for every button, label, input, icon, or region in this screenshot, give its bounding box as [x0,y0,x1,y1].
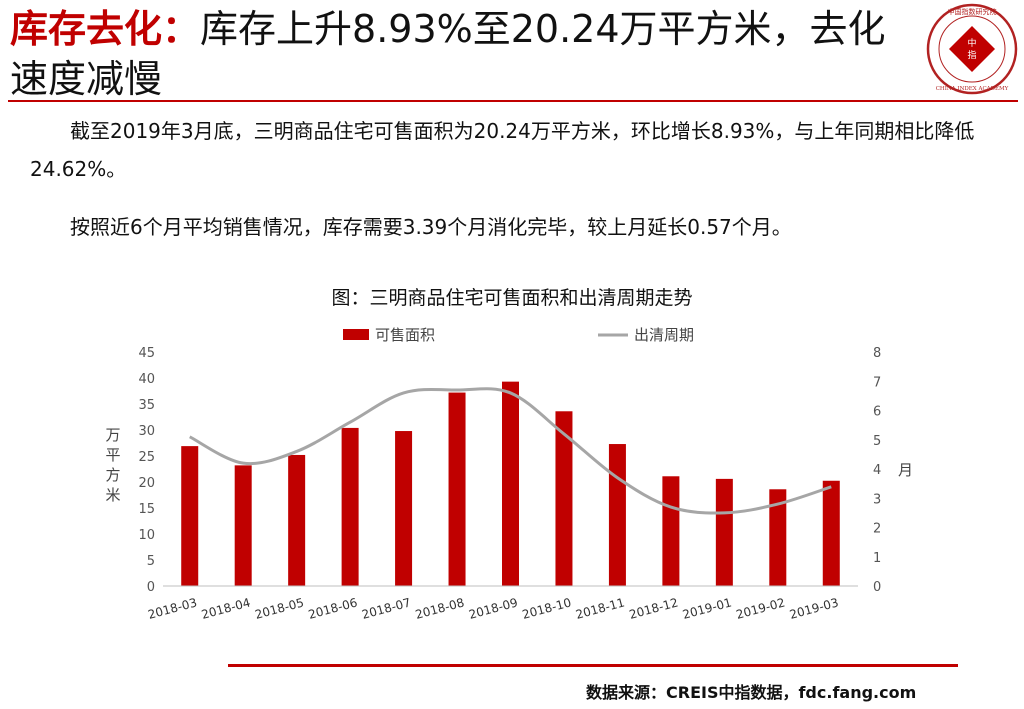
x-tick-2018-05: 2018-05 [253,595,305,622]
y-left-tick-0: 0 [147,580,155,595]
bar-2018-04 [234,465,252,586]
y-left-label-char-0: 万 [105,426,120,444]
y-right-label: 月 [898,461,913,479]
x-tick-2018-11: 2018-11 [574,595,626,622]
summary-paragraph-2: 按照近6个月平均销售情况，库存需要3.39个月消化完毕，较上月延长0.57个月。 [70,215,792,239]
x-tick-2018-10: 2018-10 [521,595,573,622]
logo-center-top: 中 [967,37,976,49]
y-left-tick-8: 40 [138,372,155,387]
bar-2018-11 [608,444,626,586]
data-source: 数据来源：CREIS中指数据，fdc.fang.com [586,683,917,702]
y-left-tick-4: 20 [138,476,155,491]
summary-paragraph-1: 截至2019年3月底，三明商品住宅可售面积为20.24万平方米，环比增长8.93… [30,119,975,181]
chart-legend: 可售面积 出清周期 [343,326,694,344]
y-left-tick-3: 15 [138,502,155,517]
y-left-label-char-2: 方 [105,466,120,484]
x-tick-2018-03: 2018-03 [146,595,198,622]
y-left-tick-7: 35 [138,398,155,413]
x-tick-2019-02: 2019-02 [735,595,787,622]
legend-swatch-area [343,329,369,340]
bar-2019-03 [822,480,840,586]
y-left-label-char-1: 平 [105,446,120,464]
y-right-tick-2: 2 [873,522,881,537]
x-tick-2018-12: 2018-12 [628,595,680,622]
logo-text-bottom: CHINA INDEX ACADEMY [936,86,1009,92]
title-highlight: 库存去化： [10,7,201,51]
y-left-tick-5: 25 [138,450,155,465]
bar-2018-07 [395,431,413,586]
y-right-tick-0: 0 [873,580,881,595]
logo-text-top: 中国指数研究院 [948,7,997,16]
footer-divider [228,664,958,667]
bar-2018-10 [555,411,573,586]
bar-2018-05 [288,454,306,586]
y-left-tick-1: 5 [147,554,155,569]
bar-2018-06 [341,427,359,586]
y-right-tick-4: 4 [873,463,881,478]
logo-center-bottom: 指 [967,49,976,61]
y-right-tick-8: 8 [873,346,881,361]
x-tick-2018-09: 2018-09 [467,595,519,622]
chart-caption: 图：三明商品住宅可售面积和出清周期走势 [331,287,693,309]
title-rest: 库存上升8.93%至20.24万平方米，去化速度减慢 [10,7,886,101]
bar-2018-08 [448,392,466,586]
y-right-tick-5: 5 [873,434,881,449]
bar-2018-03 [181,446,199,586]
y-right-tick-7: 7 [873,375,881,390]
y-left-tick-9: 45 [138,346,155,361]
bar-2018-12 [662,476,680,586]
y-right-tick-3: 3 [873,492,881,507]
header-divider [8,100,1018,102]
bar-2019-01 [715,478,733,586]
series-line-cycle [189,387,832,515]
x-tick-2018-07: 2018-07 [360,595,412,622]
y-right-tick-6: 6 [873,405,881,420]
x-tick-2019-01: 2019-01 [681,595,733,622]
x-tick-2018-08: 2018-08 [414,595,466,622]
x-tick-2018-06: 2018-06 [307,595,359,622]
page-title: 库存去化：库存上升8.93%至20.24万平方米，去化速度减慢 [10,4,910,104]
legend-label-area: 可售面积 [375,326,435,344]
y-right-tick-1: 1 [873,551,881,566]
china-index-academy-logo: 中 指 中国指数研究院 CHINA INDEX ACADEMY [926,3,1018,95]
legend-label-cycle: 出清周期 [634,326,694,344]
y-left-tick-6: 30 [138,424,155,439]
bar-2019-02 [769,489,787,586]
y-left-tick-2: 10 [138,528,155,543]
x-tick-2018-04: 2018-04 [200,595,252,622]
bar-2018-09 [502,381,519,586]
y-left-label-char-3: 米 [105,486,120,504]
x-tick-2019-03: 2019-03 [788,595,840,622]
